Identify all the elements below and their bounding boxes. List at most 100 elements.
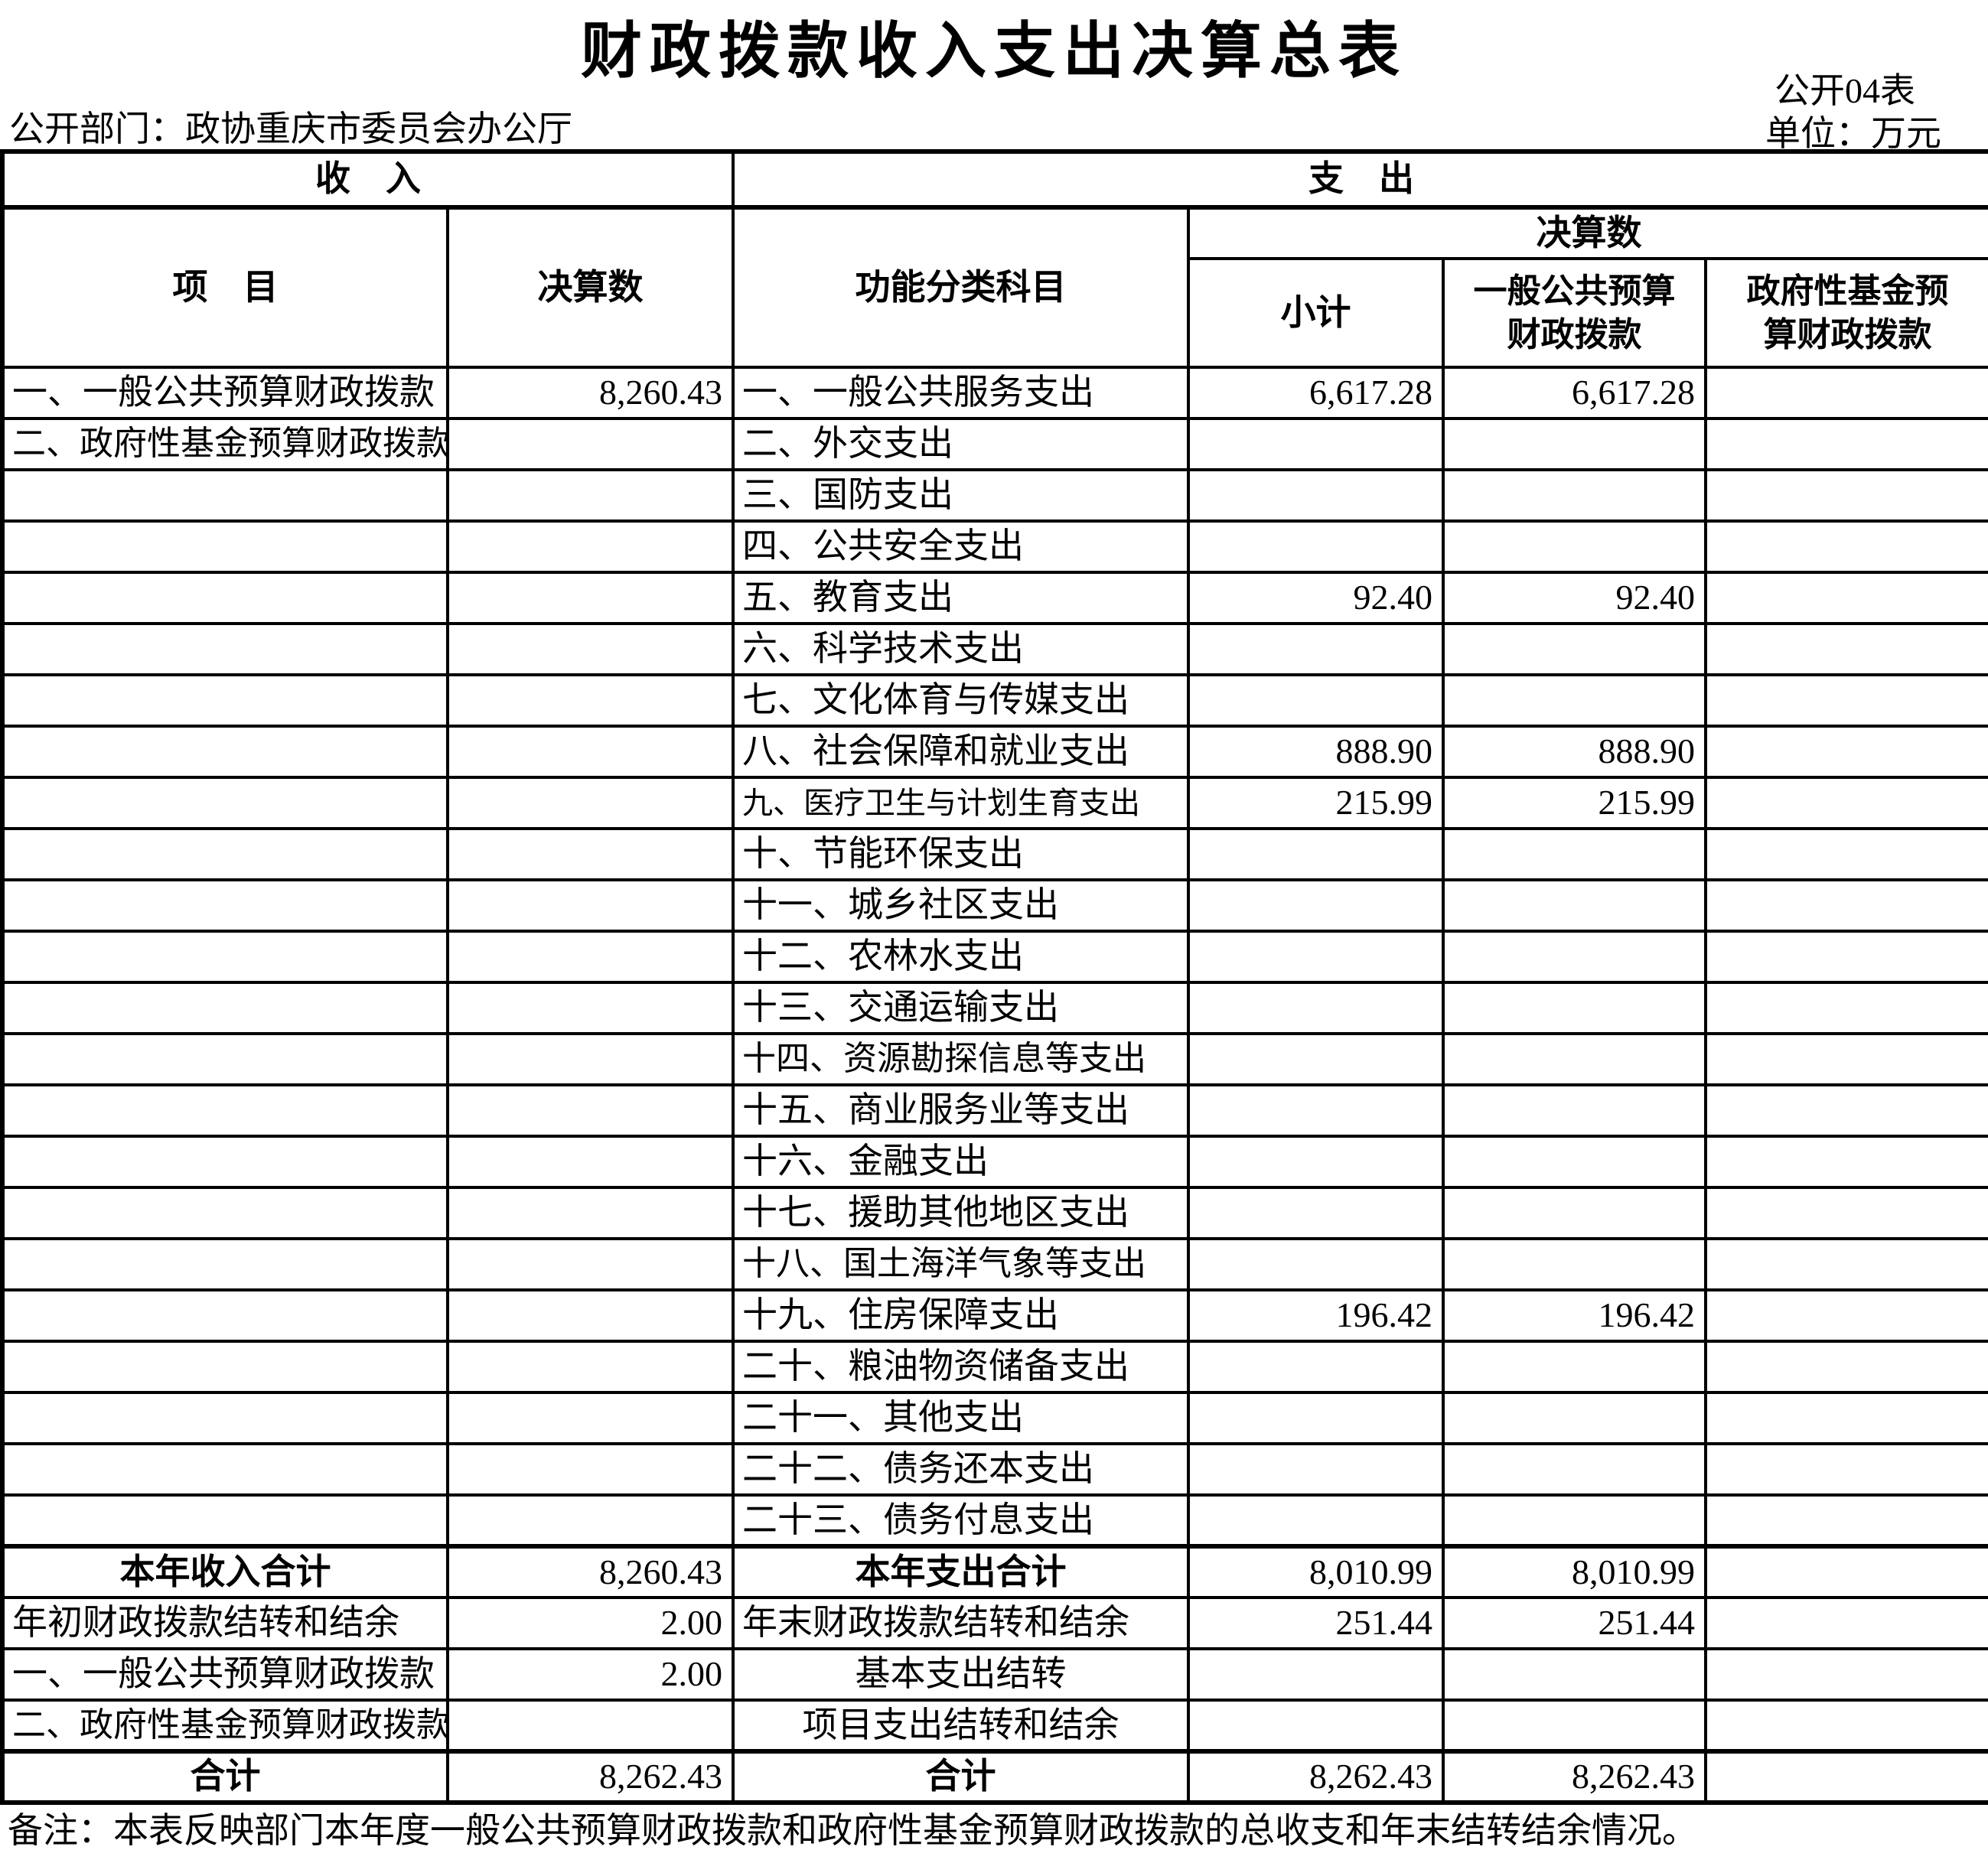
income-final-accounts-header: 决算数 xyxy=(446,205,735,369)
exp-subtotal-cell xyxy=(1187,1647,1445,1702)
table-row: 二十三、债务付息支出 xyxy=(1,1493,1988,1548)
exp-general-budget-cell xyxy=(1442,468,1707,523)
income-item-cell xyxy=(1,571,449,625)
exp-gov-fund-cell xyxy=(1704,571,1988,625)
table-code: 公开04表 xyxy=(1775,71,1915,110)
exp-gov-fund-cell xyxy=(1704,1032,1988,1086)
exp-general-budget-cell: 8,010.99 xyxy=(1442,1544,1707,1599)
exp-item-cell: 十一、城乡社区支出 xyxy=(732,878,1190,933)
income-item-cell: 本年收入合计 xyxy=(1,1544,449,1599)
table-row: 十二、农林水支出 xyxy=(1,930,1988,984)
exp-item-cell: 三、国防支出 xyxy=(732,468,1190,523)
income-value-cell xyxy=(446,519,735,574)
table-row: 二、政府性基金预算财政拨款 项目支出结转和结余 xyxy=(1,1699,1988,1753)
table-row: 八、社会保障和就业支出 888.90 888.90 xyxy=(1,725,1988,779)
income-value-cell xyxy=(446,1493,735,1548)
general-budget-column-header: 一般公共预算 财政拨款 xyxy=(1442,257,1707,369)
table-row: 十五、商业服务业等支出 xyxy=(1,1083,1988,1138)
exp-subtotal-cell xyxy=(1187,981,1445,1035)
income-item-cell xyxy=(1,519,449,574)
exp-general-budget-cell: 92.40 xyxy=(1442,571,1707,625)
table-row: 四、公共安全支出 xyxy=(1,519,1988,574)
table-row: 合计 8,262.43 合计 8,262.43 8,262.43 xyxy=(1,1749,1988,1804)
income-item-cell: 年初财政拨款结转和结余 xyxy=(1,1596,449,1650)
exp-gov-fund-cell xyxy=(1704,1699,1988,1753)
income-item-cell xyxy=(1,1288,449,1343)
exp-general-budget-cell xyxy=(1442,1340,1707,1394)
page-title: 财政拨款收入支出决算总表 xyxy=(581,18,1407,86)
income-value-cell xyxy=(446,725,735,779)
income-item-cell xyxy=(1,1186,449,1240)
exp-general-budget-cell: 888.90 xyxy=(1442,725,1707,779)
exp-gov-fund-cell xyxy=(1704,725,1988,779)
budget-table: 收 入 支 出 项 目 决算数 功能分类科目 决算数 小计 一般公共预算 财政拨… xyxy=(0,149,1988,1805)
income-item-cell xyxy=(1,878,449,933)
exp-general-budget-cell xyxy=(1442,827,1707,881)
table-row: 三、国防支出 xyxy=(1,468,1988,523)
income-item-cell xyxy=(1,468,449,523)
income-value-cell xyxy=(446,468,735,523)
exp-item-cell: 十、节能环保支出 xyxy=(732,827,1190,881)
exp-subtotal-cell xyxy=(1187,1186,1445,1240)
income-value-cell: 8,262.43 xyxy=(446,1749,735,1804)
exp-general-budget-cell xyxy=(1442,417,1707,471)
item-column-header: 项 目 xyxy=(1,205,449,369)
exp-general-budget-cell xyxy=(1442,1083,1707,1138)
income-value-cell xyxy=(446,1288,735,1343)
subtotal-column-header: 小计 xyxy=(1187,257,1445,369)
exp-subtotal-cell xyxy=(1187,1237,1445,1291)
income-item-cell xyxy=(1,1032,449,1086)
exp-general-budget-cell: 251.44 xyxy=(1442,1596,1707,1650)
exp-subtotal-cell xyxy=(1187,673,1445,728)
income-item-cell xyxy=(1,1237,449,1291)
exp-item-cell: 二十一、其他支出 xyxy=(732,1391,1190,1445)
exp-gov-fund-cell xyxy=(1704,1288,1988,1343)
income-item-cell: 一、一般公共预算财政拨款 xyxy=(1,1647,449,1702)
exp-subtotal-cell xyxy=(1187,1032,1445,1086)
exp-general-budget-cell: 6,617.28 xyxy=(1442,366,1707,420)
exp-item-cell: 二十、粮油物资储备支出 xyxy=(732,1340,1190,1394)
exp-gov-fund-cell xyxy=(1704,1391,1988,1445)
exp-gov-fund-cell xyxy=(1704,1135,1988,1189)
exp-item-cell: 基本支出结转 xyxy=(732,1647,1190,1702)
exp-item-cell: 二十二、债务还本支出 xyxy=(732,1442,1190,1497)
footnote: 备注：本表反映部门本年度一般公共预算财政拨款和政府性基金预算财政拨款的总收支和年… xyxy=(8,1811,1697,1850)
exp-subtotal-cell: 8,010.99 xyxy=(1187,1544,1445,1599)
income-value-cell: 2.00 xyxy=(446,1647,735,1702)
exp-subtotal-cell xyxy=(1187,519,1445,574)
exp-item-cell: 十九、住房保障支出 xyxy=(732,1288,1190,1343)
table-row: 一、一般公共预算财政拨款 8,260.43 一、一般公共服务支出 6,617.28 6,… xyxy=(1,366,1988,420)
income-value-cell: 8,260.43 xyxy=(446,1544,735,1599)
income-item-cell xyxy=(1,1083,449,1138)
exp-final-accounts-header: 决算数 xyxy=(1187,205,1988,260)
income-item-cell xyxy=(1,930,449,984)
exp-item-cell: 十四、资源勘探信息等支出 xyxy=(732,1032,1190,1086)
exp-gov-fund-cell xyxy=(1704,878,1988,933)
income-value-cell xyxy=(446,1135,735,1189)
income-item-cell xyxy=(1,827,449,881)
table-row: 十七、援助其他地区支出 xyxy=(1,1186,1988,1240)
header-row-columns: 项 目 决算数 功能分类科目 决算数 xyxy=(1,205,1988,369)
exp-general-budget-cell xyxy=(1442,622,1707,676)
income-value-cell xyxy=(446,776,735,830)
table-row: 十三、交通运输支出 xyxy=(1,981,1988,1035)
income-item-cell xyxy=(1,622,449,676)
header-row-subcolumns: 小计 一般公共预算 财政拨款 政府性基金预 算财政拨款 xyxy=(2,257,1988,369)
exp-gov-fund-cell xyxy=(1704,673,1988,728)
table-row: 本年收入合计 8,260.43 本年支出合计 8,010.99 8,010.99 xyxy=(1,1544,1988,1599)
income-value-cell xyxy=(446,417,735,471)
income-value-cell xyxy=(446,1442,735,1497)
exp-subtotal-cell xyxy=(1187,1493,1445,1548)
exp-gov-fund-cell xyxy=(1704,981,1988,1035)
income-item-cell xyxy=(1,1340,449,1394)
exp-general-budget-cell xyxy=(1442,878,1707,933)
exp-item-cell: 一、一般公共服务支出 xyxy=(732,366,1190,420)
exp-item-cell: 十七、援助其他地区支出 xyxy=(732,1186,1190,1240)
table-row: 五、教育支出 92.40 92.40 xyxy=(1,571,1988,625)
table-row: 年初财政拨款结转和结余 2.00 年末财政拨款结转和结余 251.44 251.44 xyxy=(1,1596,1988,1650)
department-label: 公开部门：政协重庆市委员会办公厅 xyxy=(9,109,572,148)
gov-fund-column-header: 政府性基金预 算财政拨款 xyxy=(1704,257,1988,369)
exp-gov-fund-cell xyxy=(1704,1749,1988,1804)
income-value-cell xyxy=(446,981,735,1035)
exp-gov-fund-cell xyxy=(1704,776,1988,830)
